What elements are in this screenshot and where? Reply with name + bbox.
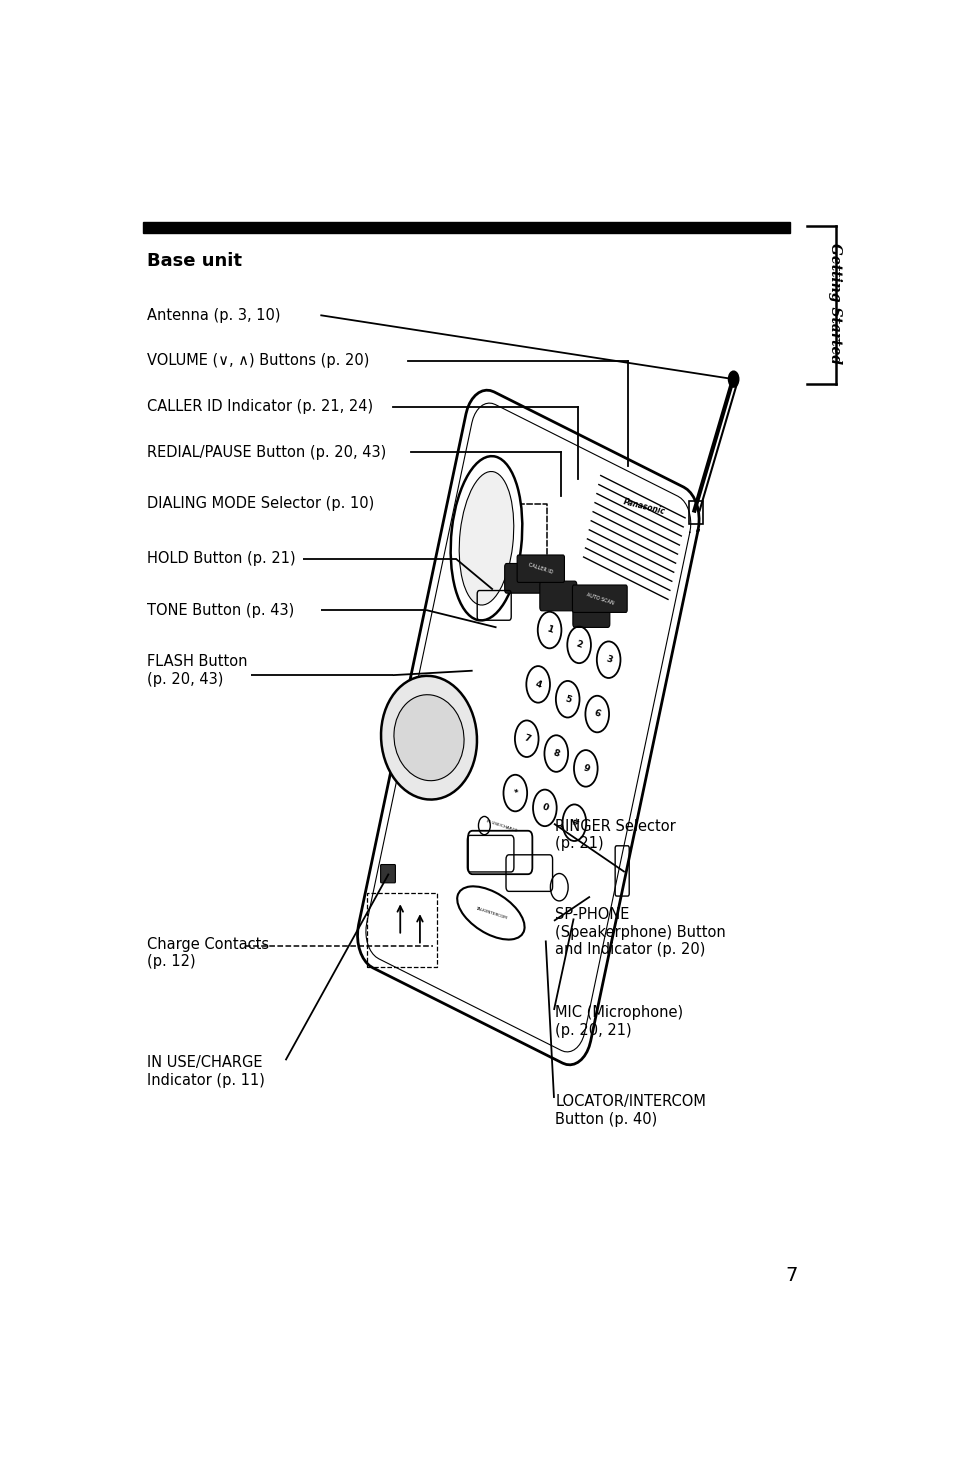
Text: SP-PHONE
(Speakerphone) Button
and Indicator (p. 20): SP-PHONE (Speakerphone) Button and Indic… bbox=[555, 907, 725, 957]
Text: IN USE/CHARGE: IN USE/CHARGE bbox=[485, 819, 517, 833]
Text: Base unit: Base unit bbox=[147, 252, 242, 270]
FancyBboxPatch shape bbox=[380, 865, 395, 883]
Text: TONE Button (p. 43): TONE Button (p. 43) bbox=[147, 603, 294, 617]
FancyBboxPatch shape bbox=[539, 582, 577, 611]
FancyBboxPatch shape bbox=[572, 585, 626, 613]
Text: 5: 5 bbox=[562, 695, 572, 705]
Text: FLASH Button
(p. 20, 43): FLASH Button (p. 20, 43) bbox=[147, 654, 248, 687]
Text: TALK/INTERCOM: TALK/INTERCOM bbox=[475, 907, 507, 920]
Text: 6: 6 bbox=[592, 709, 601, 720]
Text: 3: 3 bbox=[603, 654, 613, 665]
FancyBboxPatch shape bbox=[572, 598, 609, 628]
Ellipse shape bbox=[380, 675, 476, 800]
Text: 0: 0 bbox=[540, 803, 549, 813]
Circle shape bbox=[728, 371, 738, 387]
Text: AUTO SCAN: AUTO SCAN bbox=[585, 592, 614, 605]
Text: 7: 7 bbox=[785, 1266, 798, 1285]
Text: REDIAL/PAUSE Button (p. 20, 43): REDIAL/PAUSE Button (p. 20, 43) bbox=[147, 445, 386, 460]
Text: 7: 7 bbox=[522, 733, 531, 743]
Bar bbox=[143, 221, 789, 233]
Text: 9: 9 bbox=[580, 763, 590, 773]
Text: 2: 2 bbox=[574, 640, 583, 650]
Ellipse shape bbox=[394, 695, 463, 781]
Text: CALLER ID Indicator (p. 21, 24): CALLER ID Indicator (p. 21, 24) bbox=[147, 399, 373, 414]
Bar bbox=[688, 502, 702, 524]
Text: 1: 1 bbox=[545, 625, 554, 635]
Bar bbox=[367, 893, 436, 968]
Text: RINGER Selector
(p. 21): RINGER Selector (p. 21) bbox=[555, 819, 676, 852]
FancyBboxPatch shape bbox=[504, 564, 541, 594]
Text: Charge Contacts
(p. 12): Charge Contacts (p. 12) bbox=[147, 936, 269, 969]
Text: #: # bbox=[569, 818, 578, 828]
Ellipse shape bbox=[450, 456, 521, 620]
Ellipse shape bbox=[458, 472, 514, 605]
FancyBboxPatch shape bbox=[517, 555, 564, 582]
Text: Panasonic: Panasonic bbox=[622, 497, 666, 516]
Text: HOLD Button (p. 21): HOLD Button (p. 21) bbox=[147, 551, 295, 565]
Text: LOCATOR/INTERCOM
Button (p. 40): LOCATOR/INTERCOM Button (p. 40) bbox=[555, 1094, 705, 1126]
Text: 4: 4 bbox=[533, 680, 542, 690]
Text: CALLER ID: CALLER ID bbox=[527, 562, 553, 574]
Text: Antenna (p. 3, 10): Antenna (p. 3, 10) bbox=[147, 307, 280, 322]
Text: Getting Started: Getting Started bbox=[827, 243, 841, 365]
Text: IN USE/CHARGE
Indicator (p. 11): IN USE/CHARGE Indicator (p. 11) bbox=[147, 1055, 265, 1088]
Text: VOLUME (∨, ∧) Buttons (p. 20): VOLUME (∨, ∧) Buttons (p. 20) bbox=[147, 353, 370, 368]
Text: *: * bbox=[511, 788, 518, 798]
Text: MIC (Microphone)
(p. 20, 21): MIC (Microphone) (p. 20, 21) bbox=[555, 1005, 683, 1037]
Text: 8: 8 bbox=[552, 748, 560, 758]
Text: DIALING MODE Selector (p. 10): DIALING MODE Selector (p. 10) bbox=[147, 496, 375, 512]
